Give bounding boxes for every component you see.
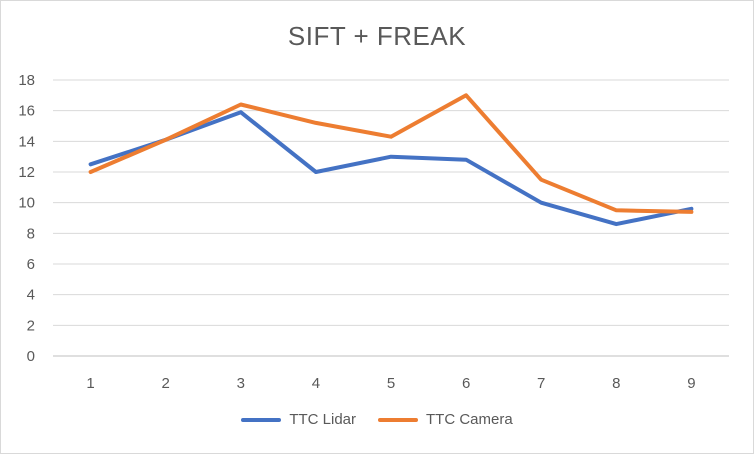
x-tick-label: 1 (86, 375, 94, 392)
legend-label-ttc-camera: TTC Camera (426, 411, 513, 428)
x-tick-label: 7 (537, 375, 545, 392)
y-tick-label: 6 (27, 256, 35, 273)
y-tick-label: 12 (18, 164, 35, 181)
x-tick-label: 6 (462, 375, 470, 392)
x-tick-label: 5 (387, 375, 395, 392)
y-tick-label: 10 (18, 195, 35, 212)
gridlines (53, 79, 729, 357)
chart-title: SIFT + FREAK (287, 21, 467, 51)
x-tick-label: 3 (237, 375, 245, 392)
legend-label-ttc-lidar: TTC Lidar (289, 411, 356, 428)
y-tick-label: 8 (27, 225, 35, 242)
y-tick-label: 0 (27, 348, 35, 365)
legend-item-ttc-lidar: TTC Lidar (241, 411, 356, 428)
legend-swatch-ttc-camera (378, 417, 418, 422)
x-tick-label: 9 (687, 375, 695, 392)
y-tick-label: 18 (18, 72, 35, 89)
x-tick-label: 8 (612, 375, 620, 392)
x-tick-label: 2 (161, 375, 169, 392)
y-tick-label: 4 (27, 287, 35, 304)
y-tick-label: 16 (18, 103, 35, 120)
legend-item-ttc-camera: TTC Camera (378, 411, 513, 428)
legend-swatch-ttc-lidar (241, 417, 282, 422)
y-tick-label: 14 (18, 133, 35, 150)
y-tick-label: 2 (27, 317, 35, 334)
series-line-ttc-camera (88, 93, 694, 214)
series-line-ttc-lidar (88, 110, 694, 227)
legend: TTC Lidar TTC Camera (1, 411, 753, 428)
series-lines (88, 93, 694, 227)
x-tick-label: 4 (312, 375, 320, 392)
